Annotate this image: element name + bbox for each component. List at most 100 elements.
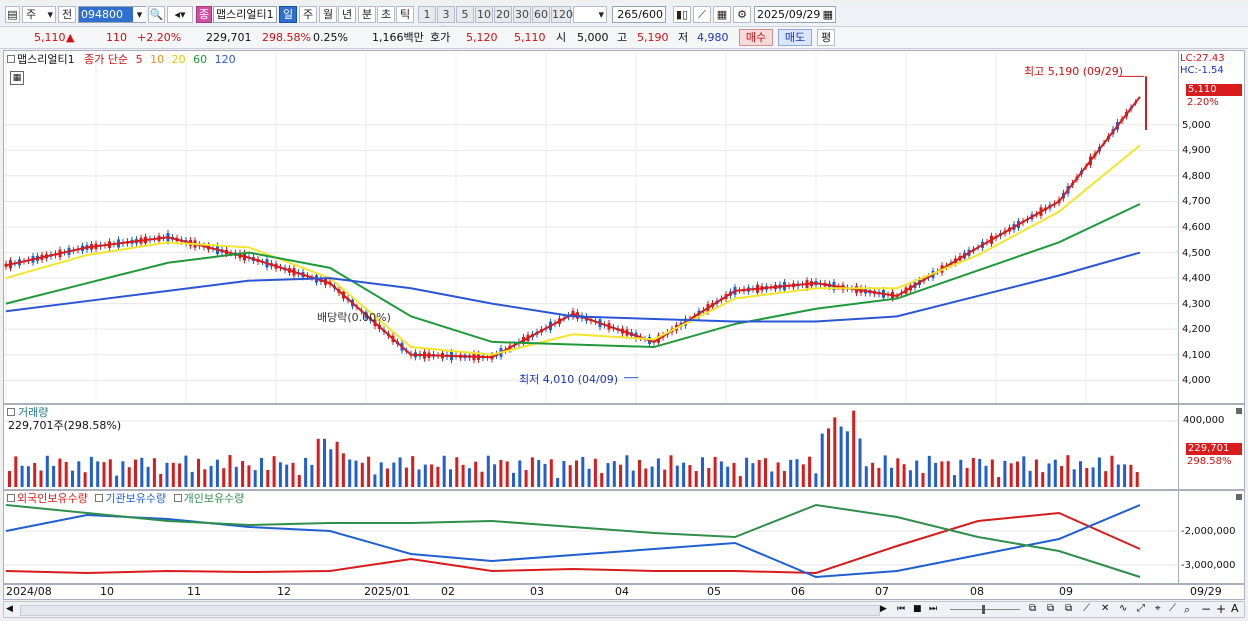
interval-button[interactable]: 10 — [475, 6, 493, 23]
chart-type-icon[interactable]: ⟋ — [1169, 603, 1176, 614]
text-tool-icon[interactable]: A — [1231, 602, 1239, 615]
zoom-out-icon[interactable]: − — [1201, 602, 1212, 616]
panel-handle-icon[interactable] — [7, 55, 15, 63]
volume-bar — [417, 469, 421, 487]
up-arrow-icon: ▲ — [66, 31, 75, 44]
volume-bar — [549, 459, 553, 487]
average-button[interactable]: 평 — [817, 29, 835, 46]
interval-button[interactable]: 1 — [418, 6, 436, 23]
price-tick: 4,100 — [1182, 349, 1211, 361]
volume-panel[interactable]: 거래량 229,701주(298.58%) — [3, 404, 1179, 490]
sell-button[interactable]: 매도 — [778, 29, 812, 46]
first-page-icon[interactable]: ⏮ — [897, 604, 906, 614]
interval-button[interactable]: 20 — [494, 6, 512, 23]
grid-icon[interactable]: ▦ — [713, 6, 731, 23]
x-axis-label: 2024/08 — [6, 585, 52, 598]
data-count-field[interactable]: 265/600 — [612, 6, 666, 23]
interval-button[interactable]: 5 — [456, 6, 474, 23]
panel-close-icon[interactable] — [1236, 494, 1242, 500]
wave-icon[interactable]: ∿ — [1119, 603, 1128, 614]
high-price: 5,190 — [637, 31, 669, 44]
layout-icon[interactable]: ⧉ — [1065, 603, 1073, 614]
volume-bar — [896, 458, 900, 487]
pin-icon[interactable]: ⌖ — [1155, 603, 1161, 614]
turnover-pct: 0.25% — [313, 31, 348, 44]
code-dropdown-icon[interactable]: ▾ — [133, 7, 146, 22]
interval-button[interactable]: 30 — [513, 6, 531, 23]
volume-bar — [1110, 455, 1114, 487]
volume-bar — [297, 475, 301, 487]
calculator-icon[interactable]: ▦ — [10, 71, 24, 85]
buy-button[interactable]: 매수 — [739, 29, 773, 46]
open-label: 시 — [556, 31, 567, 44]
zoom-icon[interactable]: ⌕ — [1184, 603, 1191, 616]
trend-icon[interactable]: ⟋ — [1083, 603, 1090, 614]
zoom-in-icon[interactable]: + — [1216, 602, 1227, 616]
interval-button[interactable]: 3 — [437, 6, 455, 23]
price-chart-panel[interactable]: 맵스리얼티1 종가 단순 5 10 20 60 120 ▦ — [3, 50, 1179, 404]
period-tab-week[interactable]: 주 — [299, 6, 317, 23]
gear-icon[interactable]: ⚙ — [733, 6, 751, 23]
copy-icon[interactable]: ⧉ — [1029, 603, 1037, 614]
last-page-icon[interactable]: ⏭ — [929, 604, 938, 614]
volume-bar — [738, 476, 742, 487]
line-tool-icon[interactable]: ⟋ — [693, 6, 711, 23]
holder-legend: 외국인보유수량 기관보유수량 개인보유수량 — [7, 492, 244, 506]
stock-name-field[interactable]: 맵스리얼티1 — [213, 6, 277, 23]
price-chart-svg — [4, 51, 1178, 403]
zoom-slider[interactable] — [950, 609, 1020, 610]
volume-bar — [45, 455, 49, 487]
period-tab-month[interactable]: 월 — [319, 6, 337, 23]
stop-icon[interactable]: ■ — [913, 604, 922, 614]
date-input[interactable]: 2025/09/29 ▦ — [754, 6, 836, 23]
panel-handle-icon[interactable] — [7, 494, 15, 502]
x-axis-label: 10 — [100, 585, 114, 598]
window-menu-icon[interactable]: ▤ — [5, 6, 20, 23]
cross-icon[interactable]: ✕ — [1101, 603, 1110, 614]
ma20-line — [5, 144, 1141, 356]
candle-type-icon[interactable]: ▮▯ — [673, 6, 691, 23]
period-tab-minute[interactable]: 분 — [358, 6, 376, 23]
volume-bar — [1072, 469, 1076, 487]
individual-line — [5, 503, 1141, 578]
volume-bar — [367, 456, 371, 487]
volume-bar — [587, 468, 591, 487]
price-tick: 4,900 — [1182, 145, 1211, 157]
price-tick: 4,200 — [1182, 324, 1211, 336]
volume-bar — [341, 453, 345, 487]
interval-input[interactable]: ▾ — [573, 6, 607, 23]
interval-button[interactable]: 120 — [551, 6, 573, 23]
period-tab-year[interactable]: 년 — [338, 6, 356, 23]
panel-handle-icon[interactable] — [173, 494, 182, 502]
scroll-left-icon[interactable]: ◀ — [6, 604, 13, 614]
scroll-right-icon[interactable]: ▶ — [880, 604, 887, 614]
panel-handle-icon[interactable] — [95, 494, 104, 502]
scrollbar-track[interactable] — [20, 605, 880, 616]
market-type-select[interactable]: 주 ▾ — [22, 6, 56, 23]
interval-button[interactable]: 60 — [532, 6, 550, 23]
volume-bar — [379, 462, 383, 487]
holder-panel[interactable]: 외국인보유수량 기관보유수량 개인보유수량 — [3, 490, 1179, 584]
prev-button[interactable]: 전 — [58, 6, 76, 23]
volume-bar — [474, 461, 478, 487]
volume-bar — [663, 469, 667, 487]
volume-bar — [102, 462, 106, 487]
fit-icon[interactable]: ⤢ — [1137, 603, 1145, 614]
calendar-icon[interactable]: ▦ — [822, 8, 833, 21]
speaker-icon[interactable]: ◂▾ — [167, 6, 193, 23]
search-icon[interactable]: 🔍 — [148, 6, 165, 23]
period-tab-day[interactable]: 일 — [279, 6, 297, 23]
x-axis-label: 05 — [707, 585, 721, 598]
window-icon[interactable]: ⧉ — [1047, 603, 1055, 614]
panel-close-icon[interactable] — [1236, 408, 1242, 414]
stock-code-input[interactable]: 094800 — [78, 6, 146, 23]
volume-bar — [234, 466, 238, 487]
volume-bar — [518, 460, 522, 487]
panel-handle-icon[interactable] — [7, 408, 15, 416]
volume-bar — [89, 456, 93, 487]
period-tab-second[interactable]: 초 — [377, 6, 395, 23]
ma20-label: 20 — [171, 53, 186, 66]
zoom-slider-handle[interactable] — [982, 605, 985, 614]
period-tab-tick[interactable]: 틱 — [396, 6, 414, 23]
volume-bar — [801, 464, 805, 487]
